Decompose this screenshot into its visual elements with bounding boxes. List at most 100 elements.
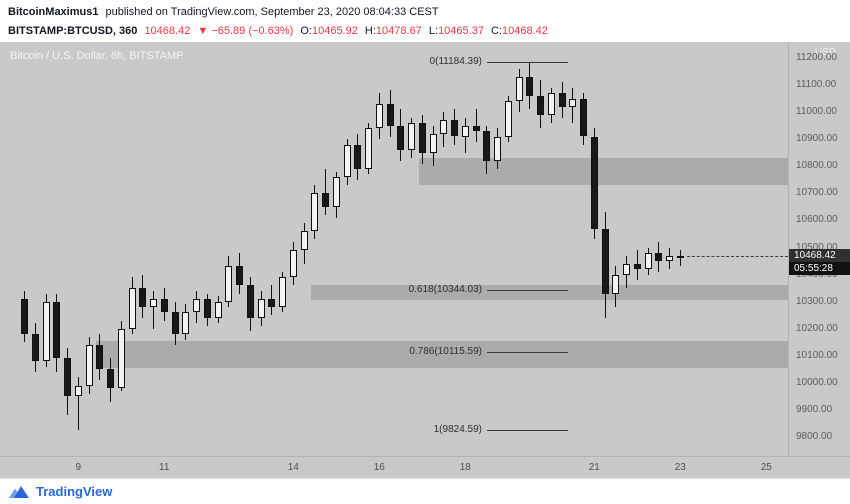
close-value: 10468.42 <box>502 25 548 37</box>
last-price-line <box>686 256 788 258</box>
time-axis-tick: 21 <box>588 462 600 473</box>
time-axis-tick: 14 <box>287 462 299 473</box>
price-axis-tick: 11000.00 <box>796 106 837 118</box>
fib-level-label: 1(9824.59) <box>433 424 482 436</box>
fib-level-label: 0.618(10344.03) <box>408 283 482 295</box>
price-axis-tick: 11100.00 <box>796 79 837 91</box>
candle-body <box>601 228 609 294</box>
candle-body <box>644 252 652 270</box>
publish-header: BitcoinMaximus1 published on TradingView… <box>0 0 850 42</box>
candle-body <box>225 266 233 302</box>
high-label: H: <box>364 25 376 37</box>
price-axis-tick: 9800.00 <box>796 431 833 442</box>
candle-body <box>375 104 383 129</box>
candle-body <box>289 250 297 278</box>
price-axis-tick: 9900.00 <box>796 403 833 415</box>
candle-body <box>246 285 254 318</box>
price-change: ▼ −65.89 (−0.63%) <box>197 25 294 37</box>
open-value: 10465.92 <box>311 25 358 37</box>
fib-level-label: 0.786(10115.59) <box>409 345 482 357</box>
candle-body <box>128 288 136 329</box>
candle-wick <box>77 377 79 431</box>
chart-region: Bitcoin / U.S. Dollar, 6h, BITSTAMP 0(11… <box>0 42 850 478</box>
supply-demand-zone <box>96 340 788 368</box>
time-axis-tick: 16 <box>373 462 385 473</box>
candle-body <box>623 263 630 275</box>
candle-body <box>193 298 200 313</box>
candle-body <box>300 231 308 251</box>
candle-body <box>31 334 39 362</box>
candle-body <box>526 76 534 96</box>
candle-body <box>655 252 663 262</box>
candle-body <box>569 98 577 107</box>
axis-currency-label: USD <box>814 47 836 58</box>
candle-body <box>64 358 71 397</box>
price-axis-tick: 10700.00 <box>796 187 838 199</box>
candle-wick <box>475 109 477 142</box>
candle-body <box>461 125 469 137</box>
candle-body <box>343 144 351 178</box>
candle-body <box>96 344 104 370</box>
candle-body <box>547 93 555 115</box>
price-axis-tick: 10900.00 <box>796 133 838 145</box>
candle-body <box>236 266 243 286</box>
candle-wick <box>153 290 154 329</box>
time-axis-tick: 11 <box>159 462 170 473</box>
supply-demand-zone <box>311 285 788 301</box>
candle-body <box>279 277 286 308</box>
time-axis[interactable]: 9 11 14 16 18 21 23 25 <box>0 456 850 478</box>
candle-body <box>676 255 684 258</box>
open-label: O: <box>300 25 312 37</box>
candle-body <box>558 93 566 107</box>
candle-body <box>440 120 448 134</box>
candle-body <box>418 122 426 153</box>
bar-countdown: 05:55:28 <box>789 262 850 276</box>
candle-body <box>397 125 405 151</box>
tradingview-logo-icon[interactable] <box>8 484 30 499</box>
publish-meta: published on TradingView.com, September … <box>105 6 439 18</box>
candle-body <box>322 193 329 207</box>
price-axis-tick: 10600.00 <box>796 214 838 226</box>
price-axis-tick: 10300.00 <box>796 295 838 307</box>
candle-body <box>107 369 114 389</box>
last-price-axis-label: 10468.42 <box>789 249 850 263</box>
candle-body <box>483 131 491 161</box>
candle-body <box>160 298 168 313</box>
fib-level-line <box>487 62 568 64</box>
candle-body <box>139 288 147 308</box>
candle-body <box>515 76 523 102</box>
time-axis-tick: 18 <box>459 462 471 473</box>
candle-body <box>311 193 319 232</box>
last-price-value: 10468.42 <box>144 25 191 37</box>
candle-body <box>580 98 587 137</box>
candle-body <box>21 298 28 335</box>
fib-level-line <box>487 289 568 291</box>
candle-body <box>268 298 276 308</box>
candle-body <box>74 385 82 397</box>
candle-wick <box>679 250 681 267</box>
author-name: BitcoinMaximus1 <box>8 6 99 18</box>
footer-bar: TradingView <box>0 478 850 504</box>
supply-demand-zone <box>418 158 788 186</box>
candle-body <box>472 125 480 132</box>
candle-body <box>203 298 211 318</box>
fib-level-line <box>487 430 568 432</box>
candle-body <box>332 177 340 207</box>
price-axis-tick: 10000.00 <box>796 376 838 388</box>
candle-body <box>365 128 372 169</box>
last-price-marker: 10468.42 05:55:28 <box>789 249 850 276</box>
candle-body <box>85 344 93 386</box>
chart-title: Bitcoin / U.S. Dollar, 6h, BITSTAMP <box>10 50 184 62</box>
candle-body <box>182 312 190 335</box>
plot-area[interactable]: Bitcoin / U.S. Dollar, 6h, BITSTAMP 0(11… <box>0 42 788 456</box>
price-axis-tick: 10200.00 <box>796 322 838 334</box>
candle-body <box>504 101 512 137</box>
fib-level-label: 0(11184.39) <box>429 56 482 68</box>
candle-body <box>408 122 415 151</box>
tradingview-brand-link[interactable]: TradingView <box>36 484 113 499</box>
candle-body <box>494 136 501 161</box>
candle-body <box>537 95 544 115</box>
symbol-info-line: BITSTAMP:BTCUSD, 360 10468.42 ▼ −65.89 (… <box>8 22 842 41</box>
candle-body <box>257 298 265 318</box>
candle-body <box>590 136 598 229</box>
